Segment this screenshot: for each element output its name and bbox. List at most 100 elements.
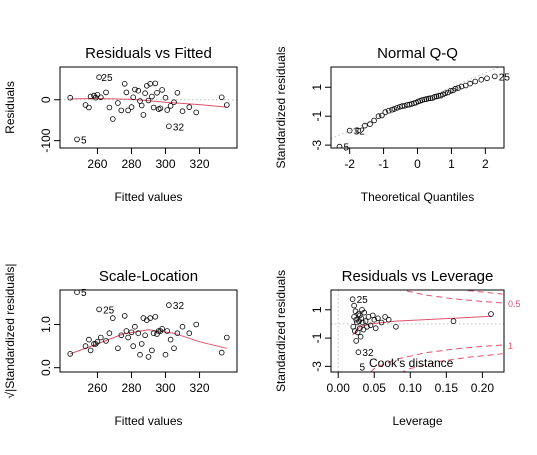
data-point — [118, 107, 125, 114]
data-point — [385, 107, 392, 114]
data-point — [349, 296, 356, 303]
point-label: 32 — [354, 127, 366, 138]
panel-residuals-vs-fitted: 25 5 32 260 280 300 320 -100 0 Residuals vs Fitte… — [3, 45, 238, 204]
data-point — [140, 112, 147, 118]
data-point — [167, 103, 174, 109]
data-point — [121, 313, 128, 319]
x-tick-label: -2 — [344, 157, 355, 171]
data-point — [98, 94, 104, 101]
data-point — [186, 104, 193, 110]
data-point — [351, 328, 358, 334]
data-point — [472, 78, 479, 85]
data-point — [152, 80, 159, 87]
cook-curve-upper — [460, 290, 503, 295]
data-point — [74, 290, 80, 295]
data-point — [362, 318, 369, 324]
data-point — [385, 316, 392, 323]
data-point — [458, 83, 465, 90]
data-point — [164, 328, 171, 334]
data-point — [357, 333, 364, 340]
x-tick-label: 280 — [121, 157, 141, 171]
data-point — [137, 351, 143, 358]
panel-title: Normal Q-Q — [377, 45, 458, 62]
y-axis-label: Standardized residuals — [274, 46, 288, 168]
x-tick-label: 0.00 — [327, 381, 351, 395]
y-tick-label: -100 — [39, 128, 53, 152]
data-point — [125, 107, 131, 114]
data-point — [96, 306, 102, 313]
data-point — [375, 113, 382, 119]
data-point — [361, 309, 368, 316]
data-point — [154, 331, 160, 337]
panel-title: Residuals vs Fitted — [85, 45, 212, 62]
data-point — [162, 94, 169, 101]
data-point — [179, 323, 186, 330]
point-label: 32 — [362, 348, 374, 359]
data-point — [393, 323, 399, 330]
cook-label: 1 — [508, 341, 513, 351]
data-point — [128, 329, 135, 336]
x-tick-label: 2 — [482, 157, 489, 171]
data-point — [94, 338, 101, 345]
data-point — [455, 85, 462, 91]
y-axis-label: Standardized residuals — [274, 270, 288, 392]
x-tick-label: 300 — [156, 381, 176, 395]
data-point — [145, 354, 152, 360]
data-point — [336, 143, 343, 148]
data-point — [106, 104, 113, 111]
data-point — [391, 106, 398, 112]
data-point — [371, 117, 377, 124]
data-point — [442, 90, 449, 97]
data-point — [86, 104, 92, 111]
data-point — [138, 341, 145, 347]
data-point — [171, 345, 177, 352]
data-point — [382, 314, 388, 320]
data-point — [110, 315, 116, 321]
point-label: 5 — [81, 135, 87, 146]
data-point — [154, 90, 160, 96]
data-point — [355, 127, 361, 134]
y-tick-label: 0 — [39, 96, 53, 103]
data-point — [355, 349, 362, 356]
data-point — [186, 330, 193, 337]
data-point — [467, 80, 473, 87]
data-point — [353, 316, 360, 323]
cook-label: 0.5 — [508, 299, 521, 309]
data-point — [171, 99, 177, 105]
data-point — [106, 330, 113, 337]
data-point — [166, 123, 172, 130]
y-tick-label: 1.0 — [39, 316, 53, 333]
panel-title: Scale-Location — [99, 268, 198, 285]
data-point — [164, 107, 171, 113]
data-point — [174, 330, 181, 337]
x-tick-label: 280 — [121, 381, 141, 395]
data-point — [67, 94, 73, 101]
point-label: 32 — [173, 122, 185, 133]
data-point — [123, 328, 130, 334]
data-point — [367, 322, 374, 329]
data-point — [132, 86, 138, 93]
data-point — [379, 112, 385, 119]
smooth-line — [70, 97, 227, 108]
data-point — [174, 90, 181, 96]
data-point — [74, 136, 80, 143]
x-tick-label: -1 — [378, 157, 389, 171]
panel-title: Residuals vs Leverage — [342, 268, 494, 285]
data-point — [150, 330, 157, 337]
data-point — [179, 108, 186, 114]
data-point — [371, 316, 378, 323]
data-point — [125, 334, 131, 341]
data-point — [166, 302, 172, 308]
data-point — [167, 336, 174, 343]
data-point — [138, 102, 145, 109]
data-point — [193, 321, 200, 328]
data-point — [135, 330, 142, 337]
data-point — [394, 105, 400, 111]
data-point — [118, 332, 125, 339]
data-point — [419, 97, 426, 103]
data-point — [149, 347, 155, 354]
y-tick-label: 0.0 — [39, 359, 53, 376]
cook-curve-lower — [369, 344, 503, 372]
y-axis-label: Residuals — [3, 81, 17, 134]
